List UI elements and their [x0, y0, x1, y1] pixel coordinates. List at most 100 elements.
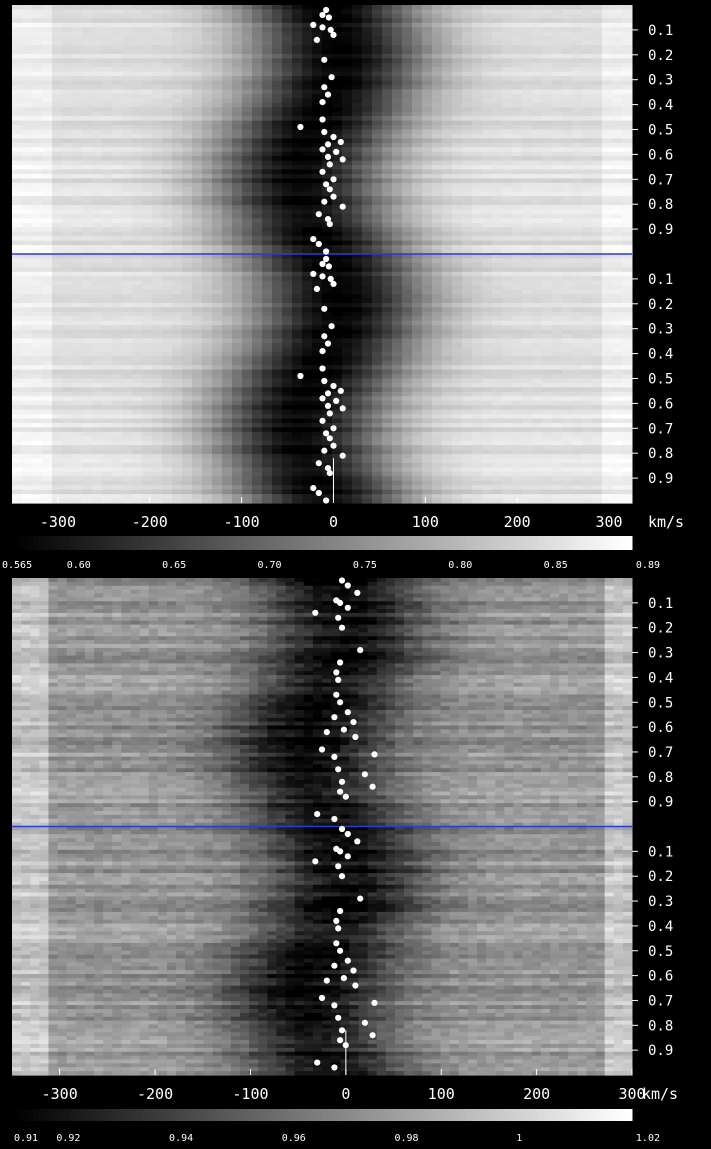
- data-point: [338, 778, 346, 785]
- phase-tick-label: 0.7: [648, 993, 673, 1009]
- velocity-tick-label: 200: [504, 513, 531, 531]
- phase-tick-label: 0.6: [648, 969, 673, 985]
- phase-tick-label: 0.2: [648, 48, 673, 64]
- phase-tick-label: 0.8: [648, 1018, 673, 1034]
- phase-tick-label: 0.3: [648, 73, 673, 89]
- data-point: [323, 248, 330, 255]
- data-point: [324, 340, 332, 347]
- phase-tick-label: 0.2: [648, 621, 673, 637]
- data-point: [338, 624, 346, 631]
- data-point: [337, 848, 344, 855]
- data-point: [335, 676, 342, 684]
- phase-tick-label: 0.1: [648, 272, 673, 288]
- velocity-points: [312, 577, 378, 1071]
- data-point: [313, 285, 320, 292]
- data-point: [315, 240, 322, 248]
- data-point: [310, 21, 317, 28]
- velocity-tick-label: -200: [132, 513, 168, 531]
- data-point: [330, 31, 337, 38]
- colorbar: 0.565 0.60 0.65 0.70 0.75 0.80 0.85 0.89: [2, 536, 660, 571]
- data-point: [339, 203, 346, 210]
- data-point: [319, 348, 326, 355]
- phase-tick-label: 0.3: [648, 322, 673, 338]
- data-point: [371, 751, 378, 758]
- data-point: [342, 1042, 349, 1049]
- data-point: [338, 873, 346, 880]
- data-point: [369, 783, 376, 790]
- data-point: [338, 825, 346, 833]
- phase-tick-label: 0.5: [648, 695, 673, 711]
- data-point: [327, 275, 334, 282]
- velocity-tick-label: 200: [523, 1085, 550, 1103]
- data-point: [331, 815, 338, 823]
- data-point: [337, 699, 344, 706]
- data-point: [326, 410, 333, 417]
- phase-tick-label: 0.9: [648, 795, 673, 811]
- data-point: [319, 24, 326, 31]
- data-point: [335, 925, 342, 932]
- colorbar-tick-label: 0.94: [169, 1133, 193, 1144]
- data-point: [339, 156, 346, 163]
- data-point: [361, 1019, 368, 1026]
- colorbar-tick-label: 0.92: [56, 1133, 80, 1144]
- data-point: [323, 430, 330, 437]
- data-point: [323, 977, 330, 984]
- phase-tick-label: 0.5: [648, 944, 673, 960]
- phase-tick-label: 0.2: [648, 869, 673, 885]
- data-point: [315, 460, 322, 467]
- velocity-tick-label: -100: [224, 513, 260, 531]
- data-point: [337, 788, 344, 795]
- data-point: [344, 957, 351, 964]
- data-point: [337, 907, 344, 915]
- data-point: [333, 691, 340, 698]
- data-point: [330, 193, 337, 200]
- data-point: [321, 128, 328, 136]
- data-point: [326, 470, 333, 477]
- data-point: [324, 402, 332, 409]
- data-point: [324, 216, 332, 223]
- data-point: [342, 793, 349, 800]
- data-point: [318, 994, 326, 1002]
- phase-tick-label: 0.4: [648, 670, 673, 686]
- data-point: [319, 146, 326, 153]
- colorbar-tick-label: 0.89: [636, 560, 660, 571]
- data-point: [319, 11, 326, 19]
- data-point: [319, 273, 326, 280]
- data-point: [330, 382, 337, 390]
- data-point: [344, 830, 351, 838]
- phase-tick-label: 0.6: [648, 720, 673, 736]
- phase-tick-label: 0.2: [648, 297, 673, 313]
- data-point: [337, 599, 344, 607]
- velocity-unit-label: km/s: [648, 513, 684, 531]
- data-point: [330, 280, 337, 287]
- data-point: [324, 91, 332, 98]
- phase-tick-label: 0.1: [648, 596, 673, 612]
- data-point: [350, 719, 357, 726]
- data-point: [357, 647, 364, 654]
- data-point: [315, 211, 322, 218]
- data-point: [310, 236, 317, 243]
- data-point: [330, 442, 337, 449]
- data-point: [321, 198, 328, 205]
- phase-tick-label: 0.9: [648, 471, 673, 487]
- colorbar: 0.91 0.92 0.94 0.96 0.98 1 1.02: [12, 1109, 660, 1144]
- data-point: [324, 141, 332, 148]
- data-point: [319, 395, 326, 402]
- colorbar-tick-label: 1: [516, 1133, 522, 1144]
- data-point: [335, 766, 342, 773]
- data-point: [323, 729, 330, 736]
- data-point: [312, 858, 319, 865]
- phase-tick-label: 0.7: [648, 745, 673, 761]
- top-line-profile-panel: 0.1 0.2 0.3 0.4 0.5 0.6 0.7 0.8 0.9 0.1 0.2 0.3 0.4 0…: [2, 5, 684, 571]
- phase-tick-label: 0.5: [648, 123, 673, 139]
- phase-tick-label: 0.1: [648, 844, 673, 860]
- heatmap-image: [12, 5, 633, 504]
- velocity-tick-label: -200: [137, 1085, 173, 1103]
- data-point: [323, 181, 330, 188]
- data-point: [354, 589, 361, 597]
- velocity-tick-label: -300: [42, 1085, 78, 1103]
- data-point: [331, 962, 338, 969]
- data-point: [352, 733, 359, 741]
- data-point: [325, 263, 332, 270]
